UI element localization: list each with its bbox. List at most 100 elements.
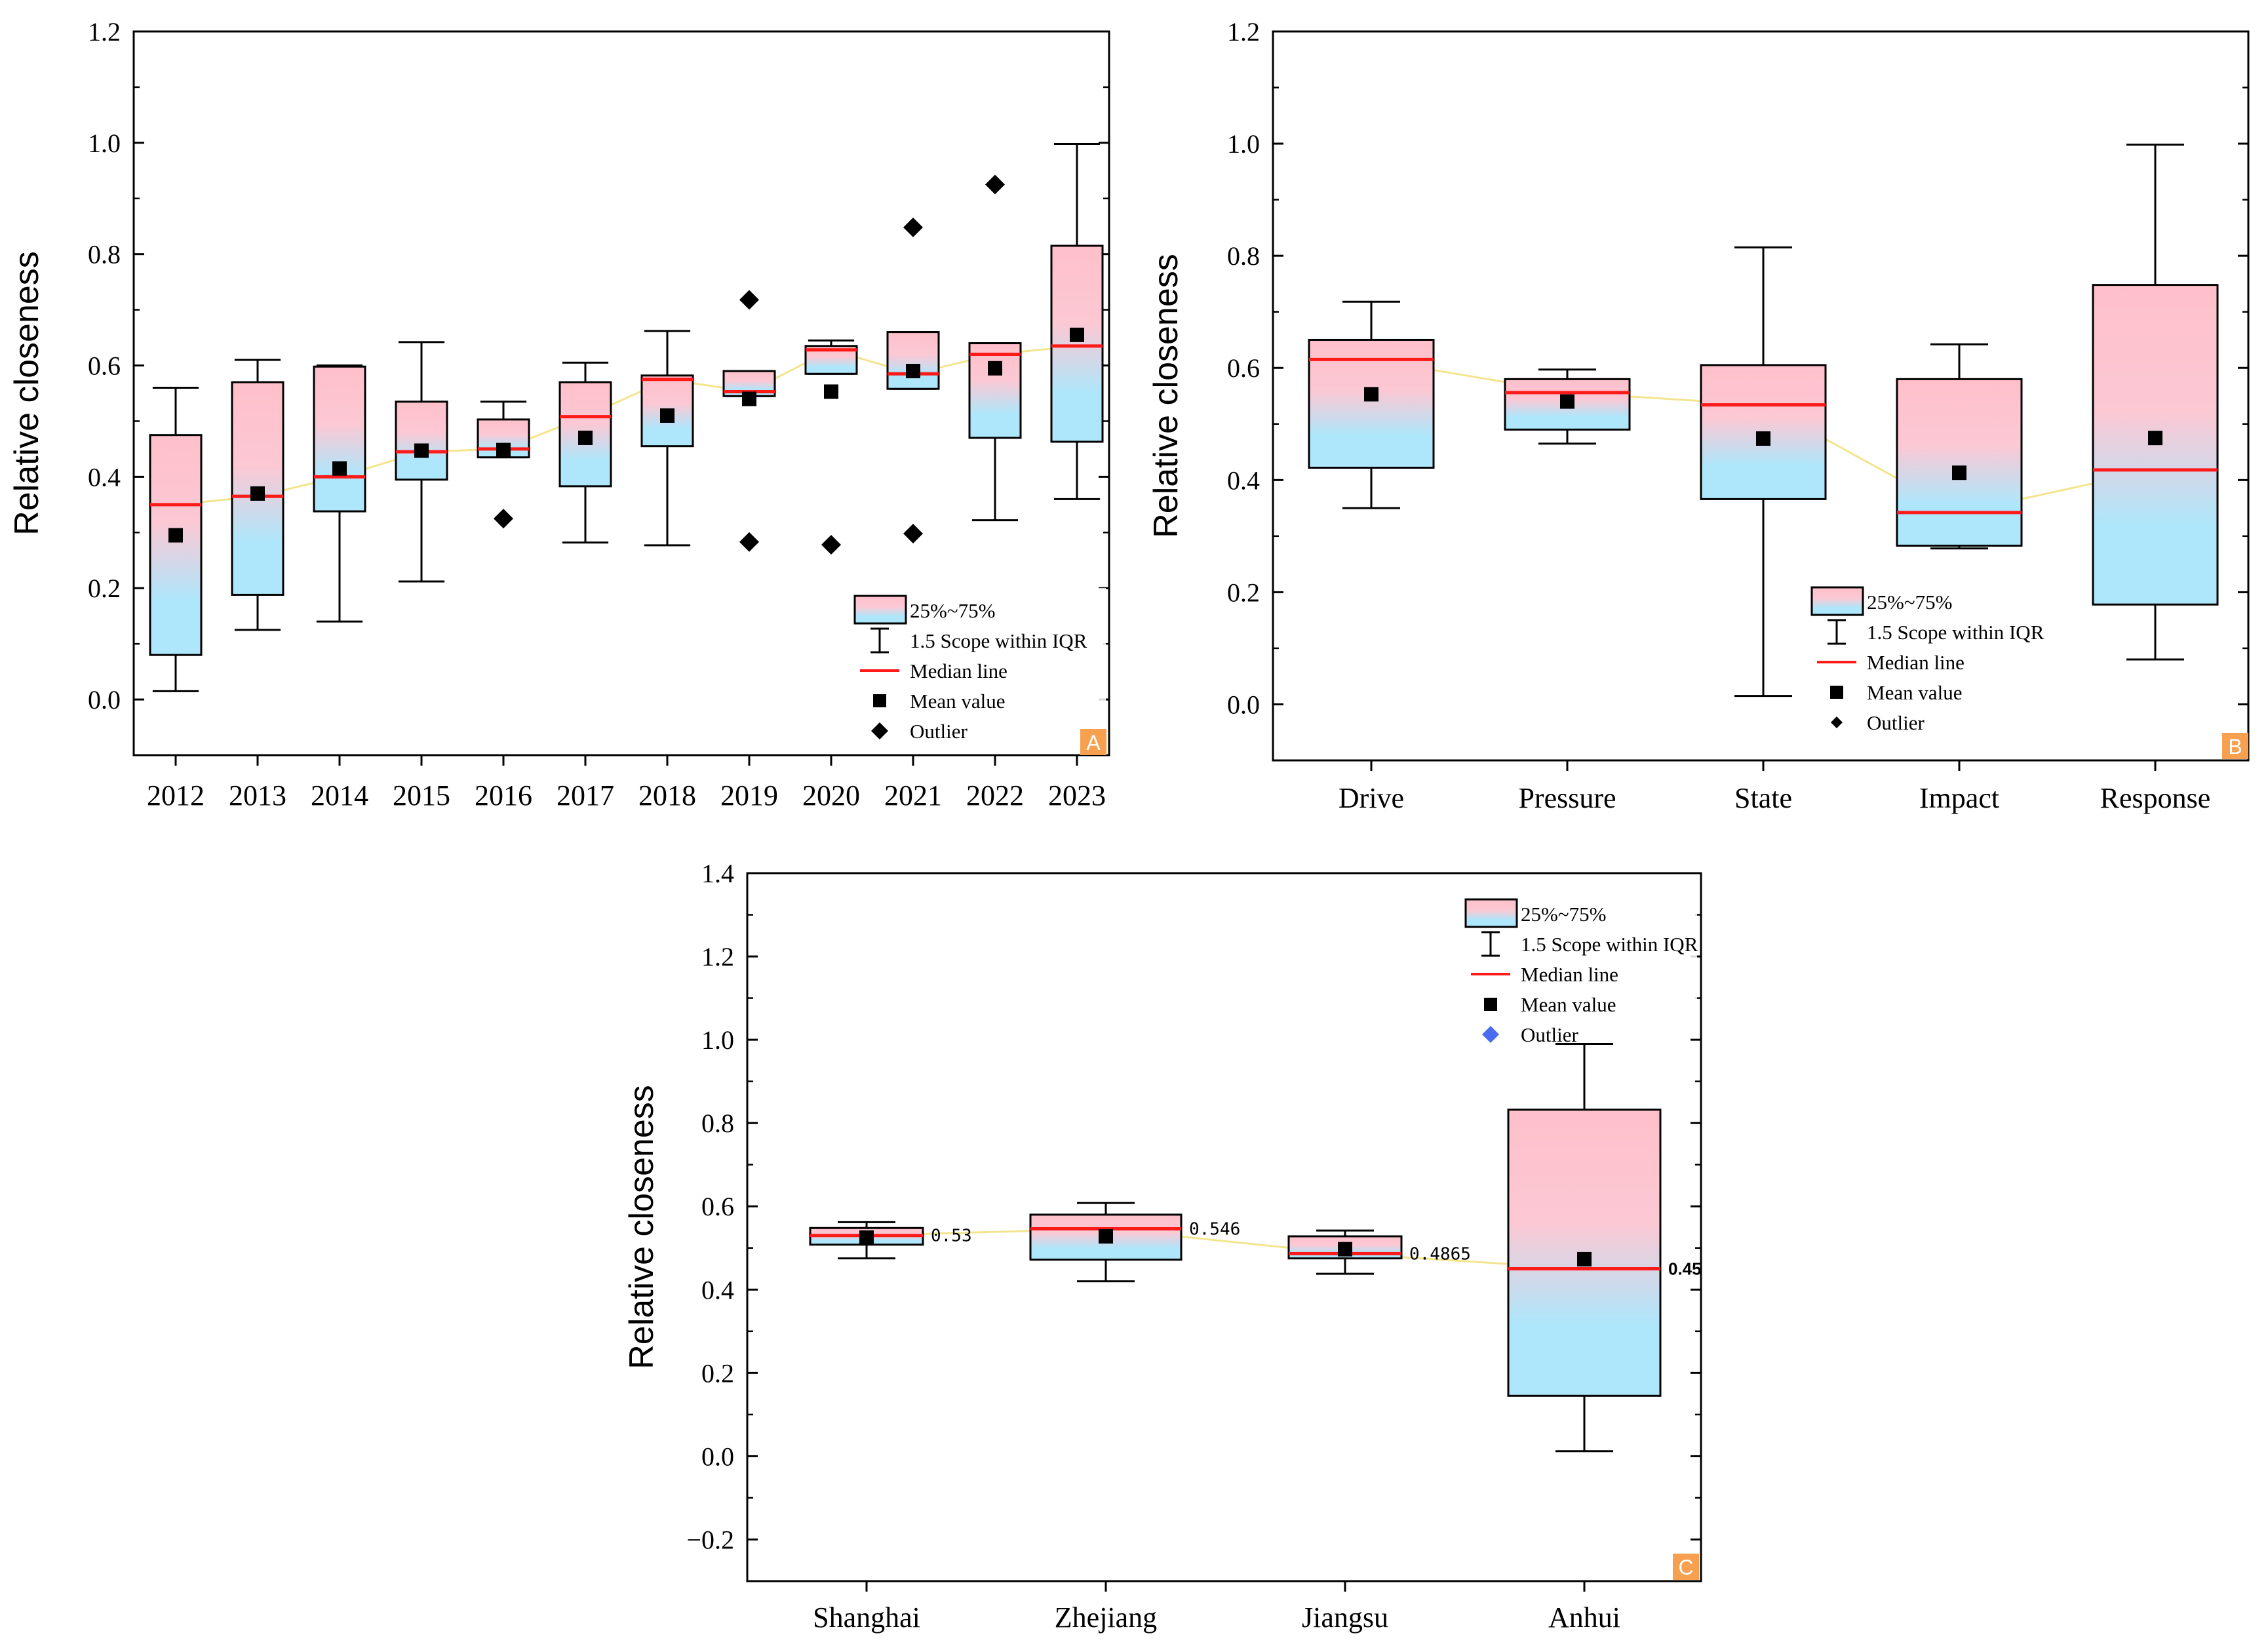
median-trend-line [175,345,1078,506]
x-tick-label: 2017 [557,779,614,812]
x-tick-label: Pressure [1518,782,1616,814]
legend-label: Outlier [910,720,968,743]
legend-label: 1.5 Scope within IQR [1521,933,1698,956]
x-tick-label: Drive [1339,782,1404,814]
x-tick-label: Zhejiang [1055,1601,1157,1634]
iqr-box [968,342,1022,439]
panel-badge: B [2222,733,2248,759]
y-tick-label: 0.4 [88,462,121,492]
mean-marker [906,364,920,379]
legend: 25%~75% 1.5 Scope within IQR Median line Me… [847,588,1106,745]
x-tick-label: 2014 [311,779,368,812]
panel-badge-label: C [1678,1556,1693,1579]
outlier-marker [903,524,923,544]
y-tick-label: 0.6 [88,351,121,381]
y-tick-label: 0.6 [701,1192,734,1221]
x-tick-label: Jiangsu [1302,1601,1388,1634]
box-2014 [313,364,366,623]
box-zhejiang [1029,1202,1183,1283]
y-tick-label: 1.2 [88,17,121,47]
box-2019 [722,290,776,552]
plot-frame [1272,30,2250,762]
y-tick-label: 0.0 [1227,690,1260,719]
box-2015 [395,341,448,583]
panel-badge: A [1080,729,1106,755]
x-tick-label: 2022 [966,779,1024,812]
iqr-box [149,434,203,656]
mean-marker [1070,327,1084,342]
y-tick-label: 0.2 [88,574,121,603]
panel-badge-bg [2222,733,2248,759]
mean-marker [578,430,593,445]
plot-frame [746,872,1702,1582]
box-2012 [149,387,203,692]
legend-label: 25%~75% [1521,903,1606,926]
median-value-label: 0.53 [931,1226,972,1246]
y-tick-label: −0.2 [686,1525,734,1554]
box-response [2092,144,2219,661]
y-tick-label: 1.2 [701,942,734,971]
x-tick-label: State [1734,782,1792,814]
legend-label: Mean value [910,690,1005,713]
outlier-marker [903,217,923,237]
legend-label: Mean value [1521,993,1616,1016]
iqr-box [395,401,448,481]
x-tick-label: Anhui [1548,1601,1620,1634]
x-tick-label: 2015 [393,779,450,812]
panel-badge-bg [1673,1554,1699,1580]
mean-marker [1364,387,1378,402]
legend-outlier-swatch [1482,1026,1499,1043]
legend-outlier-swatch [1831,716,1843,728]
plot-frame [132,30,1110,756]
x-tick-label: 2023 [1048,779,1106,812]
mean-marker [1560,394,1574,409]
outlier-marker [821,534,841,555]
mean-marker [1099,1228,1113,1244]
y-tick-label: 0.4 [1227,465,1260,495]
y-tick-label: 0.4 [701,1275,734,1305]
mean-marker [988,361,1002,376]
legend: 25%~75% 1.5 Scope within IQR Median line Me… [1458,892,1698,1046]
legend-label: Median line [1867,651,1965,674]
panel-c-chart: −0.2 0.0 0.2 0.4 0.6 0.8 1.0 1.2 1.4 Relative clo… [623,859,1702,1634]
legend-label: 1.5 Scope within IQR [910,629,1087,652]
outlier-marker [985,174,1005,195]
box-2016 [477,401,530,529]
mean-marker [332,461,347,476]
y-tick-label: 1.0 [88,128,121,158]
x-tick-label: Impact [1919,782,1999,814]
x-tick-label: 2019 [720,779,778,812]
y-tick-label: 1.0 [701,1025,734,1055]
legend-label: 25%~75% [1867,591,1952,614]
mean-marker [1756,431,1770,446]
panel-badge-label: A [1086,731,1101,755]
y-tick-label: 0.2 [701,1358,734,1388]
mean-marker [1577,1251,1592,1266]
legend: 25%~75% 1.5 Scope within IQR Median line Me… [1804,579,2082,747]
x-tick-label: 2016 [475,779,532,812]
y-tick-label: 0.8 [701,1108,734,1138]
mean-marker [1338,1242,1352,1257]
outlier-marker [739,290,759,310]
outlier-marker [739,532,759,552]
median-trend-line [866,1228,1585,1270]
median-value-label: 0.546 [1189,1220,1240,1240]
y-axis-title: Relative closeness [8,251,46,536]
box-shanghai [809,1221,924,1260]
y-tick-label: 0.8 [88,240,121,269]
panel-badge-label: B [2228,735,2242,758]
x-tick-label: 2021 [884,779,942,812]
x-tick-label: 2020 [802,779,860,812]
mean-marker [168,528,183,543]
legend-label: Outlier [1521,1023,1578,1046]
mean-marker [496,442,511,458]
mean-marker [859,1230,874,1245]
y-axis-title: Relative closeness [623,1085,661,1369]
legend-mean-swatch [1830,686,1843,699]
box-anhui [1507,1042,1662,1453]
mean-marker [250,486,265,501]
iqr-box [886,331,940,390]
iqr-box [313,365,366,513]
y-tick-label: 1.2 [1227,17,1260,47]
